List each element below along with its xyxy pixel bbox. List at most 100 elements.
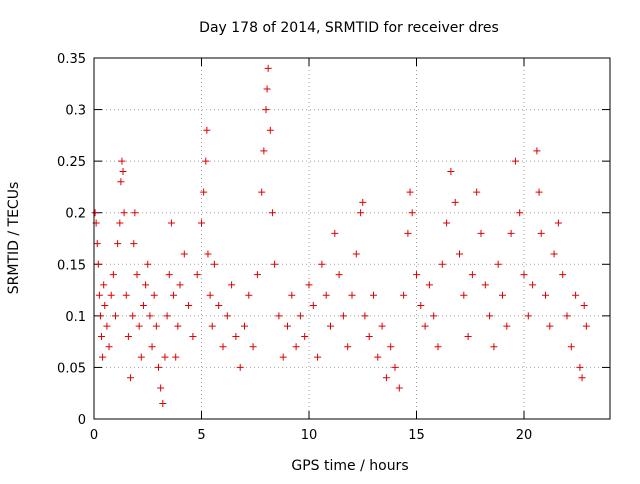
data-point bbox=[210, 260, 218, 268]
data-point bbox=[264, 64, 272, 72]
data-point bbox=[468, 271, 476, 279]
data-point bbox=[93, 240, 101, 248]
data-point bbox=[486, 312, 494, 320]
data-point bbox=[473, 188, 481, 196]
data-point bbox=[400, 291, 408, 299]
data-point bbox=[228, 281, 236, 289]
data-point bbox=[161, 353, 169, 361]
data-point bbox=[94, 260, 102, 268]
y-tick-label: 0.2 bbox=[65, 207, 86, 222]
x-tick-label: 5 bbox=[197, 428, 205, 443]
data-point bbox=[204, 250, 212, 258]
data-point bbox=[404, 229, 412, 237]
data-point bbox=[163, 312, 171, 320]
y-tick-label: 0.05 bbox=[57, 361, 86, 376]
data-point bbox=[292, 343, 300, 351]
data-point bbox=[266, 126, 274, 134]
data-point bbox=[503, 322, 511, 330]
data-point bbox=[253, 271, 261, 279]
data-point bbox=[535, 188, 543, 196]
data-point bbox=[203, 126, 211, 134]
y-tick-label: 0.25 bbox=[57, 155, 86, 170]
data-point bbox=[258, 188, 266, 196]
y-tick-label: 0.15 bbox=[57, 258, 86, 273]
data-point bbox=[361, 312, 369, 320]
data-point bbox=[425, 281, 433, 289]
data-point bbox=[198, 219, 205, 227]
plot-frame bbox=[93, 57, 611, 420]
data-point bbox=[344, 343, 352, 351]
data-point bbox=[172, 353, 180, 361]
data-point bbox=[447, 167, 455, 175]
data-point bbox=[275, 312, 283, 320]
data-point bbox=[279, 353, 287, 361]
data-point bbox=[120, 209, 128, 217]
data-point bbox=[365, 332, 373, 340]
data-point bbox=[481, 281, 489, 289]
data-point bbox=[165, 271, 173, 279]
data-point bbox=[507, 229, 515, 237]
data-point bbox=[339, 312, 347, 320]
data-point bbox=[382, 374, 390, 382]
data-point bbox=[582, 322, 590, 330]
x-tick-label: 20 bbox=[516, 428, 533, 443]
data-point bbox=[129, 312, 137, 320]
data-point bbox=[357, 209, 365, 217]
data-point bbox=[167, 219, 175, 227]
data-point bbox=[135, 322, 143, 330]
data-point bbox=[288, 291, 296, 299]
data-point bbox=[117, 178, 125, 186]
data-point bbox=[406, 188, 414, 196]
data-point bbox=[223, 312, 231, 320]
data-point bbox=[142, 281, 150, 289]
data-point bbox=[236, 363, 244, 371]
data-point bbox=[421, 322, 429, 330]
data-point bbox=[100, 281, 108, 289]
data-point bbox=[578, 374, 586, 382]
data-point bbox=[193, 271, 201, 279]
y-tick-label: 0 bbox=[78, 413, 86, 428]
y-tick-label: 0.35 bbox=[57, 52, 86, 67]
data-point bbox=[516, 209, 524, 217]
data-point bbox=[139, 302, 147, 310]
data-point bbox=[542, 291, 549, 299]
data-point bbox=[301, 332, 309, 340]
data-point bbox=[131, 209, 139, 217]
data-point bbox=[309, 302, 317, 310]
data-point bbox=[202, 157, 210, 165]
data-point bbox=[137, 353, 145, 361]
data-point bbox=[95, 291, 103, 299]
data-point bbox=[219, 343, 227, 351]
data-point bbox=[443, 219, 451, 227]
data-point bbox=[391, 363, 399, 371]
data-point bbox=[490, 343, 498, 351]
data-point bbox=[96, 312, 104, 320]
data-point bbox=[460, 291, 468, 299]
data-point bbox=[417, 302, 425, 310]
data-point bbox=[499, 291, 506, 299]
data-point bbox=[318, 260, 326, 268]
data-point bbox=[352, 250, 360, 258]
data-point bbox=[152, 322, 160, 330]
data-point bbox=[314, 353, 322, 361]
data-point bbox=[296, 312, 304, 320]
data-point bbox=[185, 302, 193, 310]
data-point bbox=[370, 291, 377, 299]
data-point bbox=[438, 260, 446, 268]
data-point bbox=[559, 271, 567, 279]
data-point bbox=[327, 322, 334, 330]
data-point bbox=[241, 322, 248, 330]
data-point bbox=[550, 250, 558, 258]
data-point bbox=[529, 281, 537, 289]
data-point bbox=[98, 332, 106, 340]
data-point bbox=[511, 157, 519, 165]
data-point bbox=[567, 343, 575, 351]
data-point bbox=[305, 281, 313, 289]
data-point bbox=[477, 229, 485, 237]
data-point bbox=[103, 322, 111, 330]
data-point bbox=[150, 291, 158, 299]
data-point bbox=[408, 209, 416, 217]
data-point bbox=[335, 271, 343, 279]
data-points bbox=[91, 64, 590, 408]
